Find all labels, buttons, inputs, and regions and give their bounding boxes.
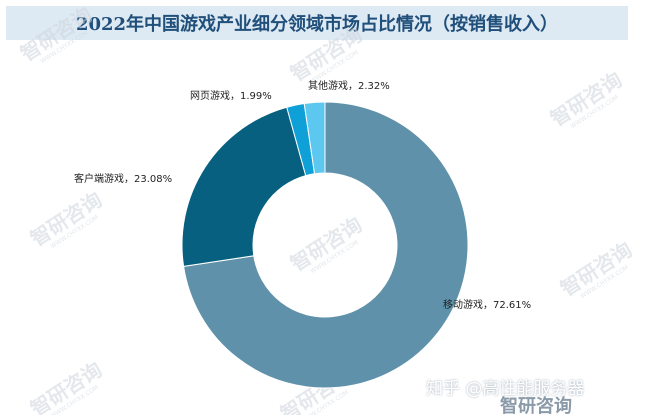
- donut-slice: [181, 106, 307, 267]
- donut-slice: [303, 101, 326, 175]
- labels-group: 移动游戏，72.61% 客户端游戏，23.08% 网页游戏，1.99% 其他游戏，2.…: [74, 79, 531, 311]
- data-label: 其他游戏，2.32%: [308, 79, 390, 92]
- title-bar: 2022年中国游戏产业细分领域市场占比情况（按销售收入）: [6, 6, 628, 40]
- data-label: 移动游戏，72.61%: [443, 298, 531, 311]
- footer-watermark-text: 知乎 @高性能服务器: [426, 379, 585, 399]
- data-label: 网页游戏，1.99%: [190, 89, 272, 102]
- donut-slice: [183, 101, 469, 389]
- slices-group: [181, 101, 469, 389]
- data-label: 客户端游戏，23.08%: [74, 172, 172, 185]
- footer-logo: 智研咨询: [500, 396, 572, 417]
- chart-title: 2022年中国游戏产业细分领域市场占比情况（按销售收入）: [75, 14, 559, 35]
